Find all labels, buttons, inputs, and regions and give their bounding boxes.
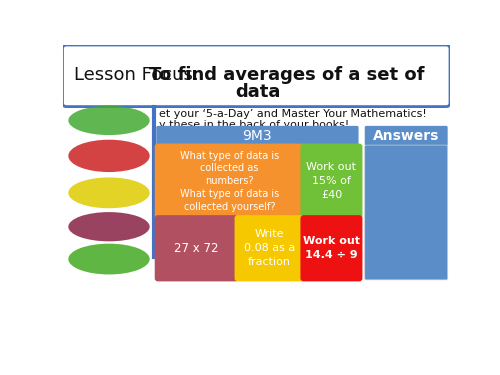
Text: et your ‘5-a-Day’ and Master Your Mathematics!: et your ‘5-a-Day’ and Master Your Mathem… bbox=[160, 109, 427, 119]
Ellipse shape bbox=[68, 177, 150, 208]
FancyBboxPatch shape bbox=[300, 144, 362, 219]
Ellipse shape bbox=[68, 212, 150, 242]
FancyBboxPatch shape bbox=[154, 215, 238, 281]
FancyBboxPatch shape bbox=[62, 45, 450, 106]
Text: Work out
14.4 ÷ 9: Work out 14.4 ÷ 9 bbox=[303, 236, 360, 260]
FancyBboxPatch shape bbox=[300, 215, 362, 281]
Text: 27 x 72: 27 x 72 bbox=[174, 242, 219, 255]
Text: To find averages of a set of: To find averages of a set of bbox=[150, 66, 425, 84]
FancyBboxPatch shape bbox=[365, 145, 448, 280]
Text: 9M3: 9M3 bbox=[242, 129, 272, 143]
FancyBboxPatch shape bbox=[365, 126, 448, 146]
FancyBboxPatch shape bbox=[234, 215, 304, 281]
Text: Work out
15% of
£40: Work out 15% of £40 bbox=[306, 162, 356, 200]
Text: Answers: Answers bbox=[373, 129, 440, 143]
Text: data: data bbox=[235, 83, 281, 101]
FancyBboxPatch shape bbox=[156, 126, 358, 146]
Text: What type of data is
collected as
numbers?
What type of data is
collected yourse: What type of data is collected as number… bbox=[180, 151, 279, 212]
Text: Write
0.08 as a
fraction: Write 0.08 as a fraction bbox=[244, 229, 295, 267]
Ellipse shape bbox=[68, 106, 150, 135]
Ellipse shape bbox=[68, 244, 150, 274]
Text: Lesson Focus:: Lesson Focus: bbox=[74, 66, 205, 84]
Text: y these in the back of your books!: y these in the back of your books! bbox=[160, 120, 350, 130]
Ellipse shape bbox=[68, 140, 150, 172]
FancyBboxPatch shape bbox=[154, 144, 304, 219]
